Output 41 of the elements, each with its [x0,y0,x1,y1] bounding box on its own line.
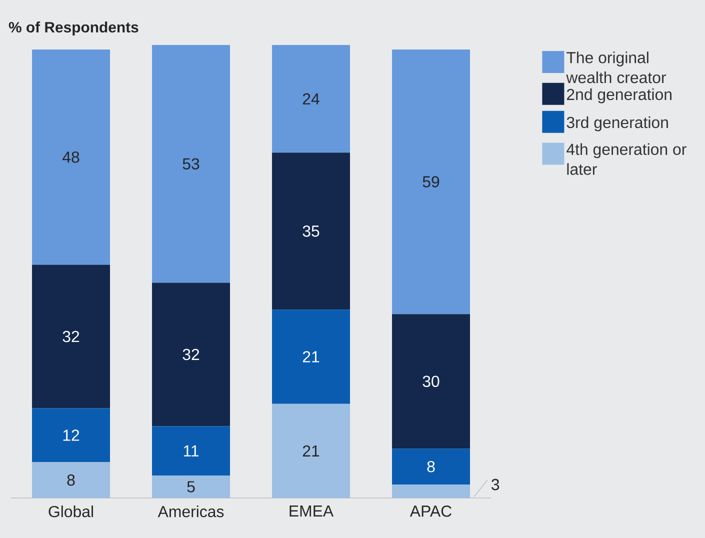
data-label: 8 [427,460,435,472]
bar [32,264,110,408]
data-label: 53 [182,158,200,170]
bar [152,282,230,426]
legend-label: 3rd generation [566,116,668,132]
data-label: 5 [187,481,195,492]
x-tick-label: Americas [158,506,224,518]
x-tick-label: EMEA [290,506,334,516]
data-label: 12 [63,430,80,441]
legend-label: 4th generation or later [566,143,686,175]
data-label: 24 [302,93,320,104]
bar [272,310,350,404]
bar [152,476,230,498]
bar [272,152,350,310]
data-label: 21 [302,445,320,456]
bar [272,44,350,153]
bar [152,426,230,476]
bar [392,484,470,498]
bar [32,462,110,498]
y-axis-title: % of Respondents [8,22,138,36]
data-label: 35 [302,225,320,237]
legend-label: The original wealth creator [566,52,666,84]
bar [392,448,470,485]
bar [152,44,230,283]
bar [32,408,110,462]
data-label: 11 [184,445,198,456]
data-label: 3 [492,478,500,490]
bar [272,404,350,498]
data-label: 32 [182,348,200,360]
x-tick-label: APAC [410,506,452,517]
data-label: 30 [422,376,440,388]
data-label: 21 [302,351,320,362]
data-label: 48 [62,151,80,163]
legend-label: 2nd generation [566,88,672,104]
data-label: 59 [422,176,440,188]
bar [392,49,470,314]
x-tick-label: Global [48,506,93,518]
data-label: 32 [62,330,80,342]
bar [392,314,470,449]
bar [32,49,110,265]
data-label: 8 [67,474,75,486]
